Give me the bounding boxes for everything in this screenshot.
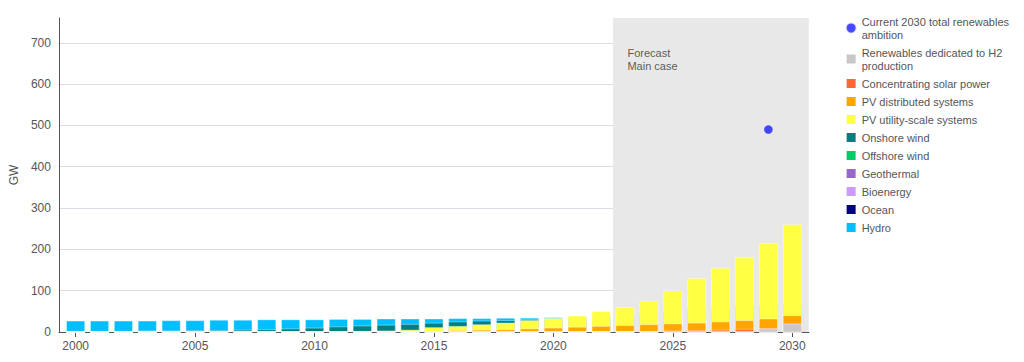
svg-text:300: 300 [31,201,51,215]
svg-text:500: 500 [31,118,51,132]
svg-text:600: 600 [31,77,51,91]
svg-text:PV utility-scale systems: PV utility-scale systems [862,114,978,126]
svg-text:2005: 2005 [182,339,209,353]
svg-text:2020: 2020 [540,339,567,353]
svg-text:0: 0 [44,325,51,339]
svg-text:Hydro: Hydro [862,222,891,234]
svg-text:2010: 2010 [301,339,328,353]
svg-text:Offshore wind: Offshore wind [862,150,930,162]
svg-text:GW: GW [7,164,21,185]
svg-text:Current 2030 total renewables: Current 2030 total renewables [862,16,1010,28]
svg-text:400: 400 [31,160,51,174]
svg-text:ambition: ambition [862,29,904,41]
svg-text:Forecast: Forecast [627,47,670,59]
svg-text:production: production [862,60,913,72]
svg-text:Concentrating solar power: Concentrating solar power [862,78,991,90]
svg-text:700: 700 [31,36,51,50]
svg-text:Geothermal: Geothermal [862,168,919,180]
svg-text:Ocean: Ocean [862,204,894,216]
svg-text:Main case: Main case [627,60,677,72]
svg-text:2030: 2030 [779,339,806,353]
svg-text:PV distributed systems: PV distributed systems [862,96,974,108]
svg-text:2025: 2025 [659,339,686,353]
svg-text:200: 200 [31,242,51,256]
svg-text:2000: 2000 [62,339,89,353]
svg-text:Renewables dedicated to H2: Renewables dedicated to H2 [862,47,1003,59]
svg-text:Onshore wind: Onshore wind [862,132,930,144]
svg-text:100: 100 [31,284,51,298]
svg-text:Bioenergy: Bioenergy [862,186,912,198]
svg-text:2015: 2015 [421,339,448,353]
